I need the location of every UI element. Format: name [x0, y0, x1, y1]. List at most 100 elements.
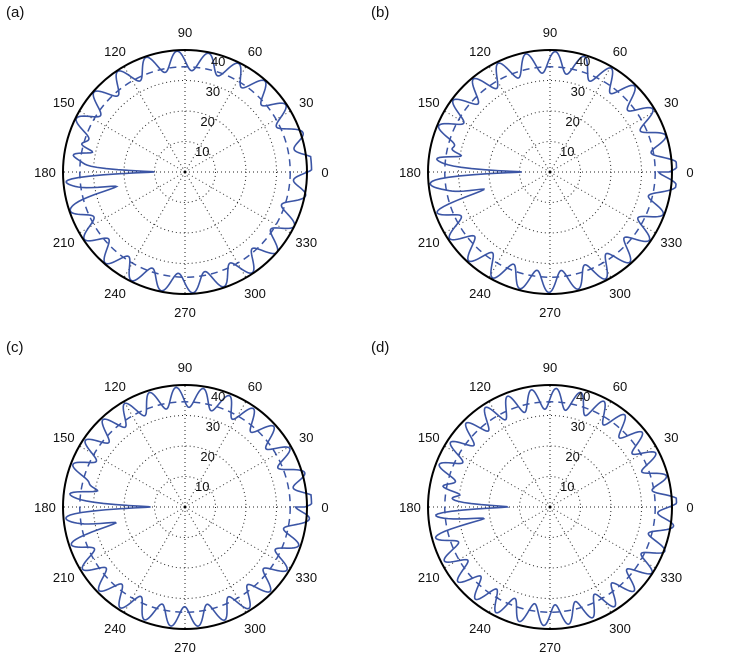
angle-tick-label: 270: [174, 640, 196, 655]
angular-grid-line: [549, 401, 612, 508]
angular-grid-line: [123, 171, 186, 278]
radial-tick-label: 40: [211, 54, 225, 69]
angle-tick-label: 300: [244, 286, 266, 301]
polar-plot: 0 30 60 90 120 150 180 210 240 270 300 330 10 20 30 40: [399, 360, 693, 655]
angle-tick-label: 60: [248, 44, 262, 59]
angular-grid-line: [79, 110, 186, 173]
polar-plot: 0 30 60 90 120 150 180 210 240 270 300 330 10 20 30 40: [34, 25, 328, 320]
angle-tick-label: 30: [299, 95, 313, 110]
angle-tick-label: 120: [104, 44, 126, 59]
radial-tick-label: 40: [576, 54, 590, 69]
angle-tick-label: 300: [609, 286, 631, 301]
angular-grid-line: [184, 445, 291, 508]
angle-tick-label: 30: [664, 95, 678, 110]
angular-grid-line: [184, 171, 247, 278]
angle-tick-label: 120: [104, 379, 126, 394]
measured-series-line: [65, 386, 313, 627]
angle-tick-label: 180: [399, 165, 421, 180]
radial-tick-label: 30: [571, 84, 585, 99]
angle-tick-label: 120: [469, 44, 491, 59]
angle-tick-label: 180: [34, 500, 56, 515]
polar-panel-a: (a) 0 30 60 90 120 150 180 210 240 270 300 330 10 20 3…: [0, 0, 365, 335]
angular-grid-line: [549, 110, 656, 173]
radial-grid-circle: [154, 476, 216, 538]
angle-tick-label: 150: [418, 95, 440, 110]
angle-tick-label: 210: [418, 570, 440, 585]
outer-boundary-circle: [62, 49, 308, 295]
radial-tick-label: 30: [571, 419, 585, 434]
angle-tick-label: 300: [244, 621, 266, 636]
angular-grid-line: [549, 506, 656, 569]
center-point: [183, 505, 187, 509]
angular-grid-line: [444, 171, 551, 234]
angle-tick-label: 330: [295, 235, 317, 250]
angle-tick-label: 60: [248, 379, 262, 394]
angle-tick-label: 0: [321, 165, 328, 180]
angular-grid-line: [444, 445, 551, 508]
reference-series-line: [79, 66, 291, 278]
angle-tick-label: 330: [295, 570, 317, 585]
polar-plot: 0 30 60 90 120 150 180 210 240 270 300 330 10 20 30 40: [34, 360, 328, 655]
angle-tick-label: 150: [418, 430, 440, 445]
measured-series-line: [434, 387, 678, 627]
radial-tick-label: 30: [206, 419, 220, 434]
polar-panel-d: (d) 0 30 60 90 120 150 180 210 240 270 300 330 10 20 3…: [365, 335, 730, 670]
outer-boundary-circle: [427, 49, 673, 295]
radial-grid-circle: [154, 141, 216, 203]
angle-tick-label: 150: [53, 430, 75, 445]
center-point: [548, 170, 552, 174]
angular-grid-line: [184, 401, 247, 508]
polar-plot: 0 30 60 90 120 150 180 210 240 270 300 330 10 20 30 40: [399, 25, 693, 320]
angle-tick-label: 30: [299, 430, 313, 445]
angular-grid-line: [123, 66, 186, 173]
angular-grid-line: [184, 110, 291, 173]
panel-label: (c): [6, 339, 24, 356]
panel-label: (d): [371, 339, 390, 356]
angular-grid-line: [79, 445, 186, 508]
radial-grid-circle: [93, 415, 277, 599]
angle-tick-label: 0: [321, 500, 328, 515]
angular-grid-line: [488, 66, 551, 173]
radial-tick-label: 40: [211, 389, 225, 404]
angular-grid-line: [444, 506, 551, 569]
angular-grid-line: [79, 506, 186, 569]
angle-tick-label: 90: [543, 25, 557, 40]
angle-tick-label: 270: [539, 305, 561, 320]
angle-tick-label: 180: [34, 165, 56, 180]
radial-grid-circle: [458, 80, 642, 264]
angle-tick-label: 210: [418, 235, 440, 250]
angle-tick-label: 300: [609, 621, 631, 636]
polar-panel-c: (c) 0 30 60 90 120 150 180 210 240 270 300 330 10 20 3…: [0, 335, 365, 670]
radial-grid-circle: [519, 476, 581, 538]
angle-tick-label: 210: [53, 570, 75, 585]
radial-tick-label: 40: [576, 389, 590, 404]
angle-tick-label: 240: [104, 621, 126, 636]
angular-grid-line: [184, 171, 291, 234]
angle-tick-label: 240: [469, 621, 491, 636]
angular-grid-line: [549, 171, 656, 234]
angle-tick-label: 60: [613, 44, 627, 59]
angle-tick-label: 330: [660, 235, 682, 250]
angle-tick-label: 120: [469, 379, 491, 394]
radial-grid-circle: [93, 80, 277, 264]
radial-tick-label: 30: [206, 84, 220, 99]
angle-tick-label: 330: [660, 570, 682, 585]
angular-grid-line: [79, 171, 186, 234]
radial-tick-label: 20: [565, 449, 579, 464]
angular-grid-line: [549, 66, 612, 173]
angle-tick-label: 270: [539, 640, 561, 655]
angular-grid-line: [184, 506, 247, 613]
angular-grid-line: [549, 445, 656, 508]
angular-grid-line: [444, 110, 551, 173]
radial-tick-label: 10: [560, 144, 574, 159]
panel-label: (b): [371, 4, 390, 21]
angular-grid-line: [184, 66, 247, 173]
angle-tick-label: 240: [104, 286, 126, 301]
angle-tick-label: 0: [686, 165, 693, 180]
angle-tick-label: 90: [543, 360, 557, 375]
angular-grid-line: [488, 401, 551, 508]
outer-boundary-circle: [62, 384, 308, 630]
center-point: [548, 505, 552, 509]
angle-tick-label: 60: [613, 379, 627, 394]
panel-label: (a): [6, 4, 25, 21]
